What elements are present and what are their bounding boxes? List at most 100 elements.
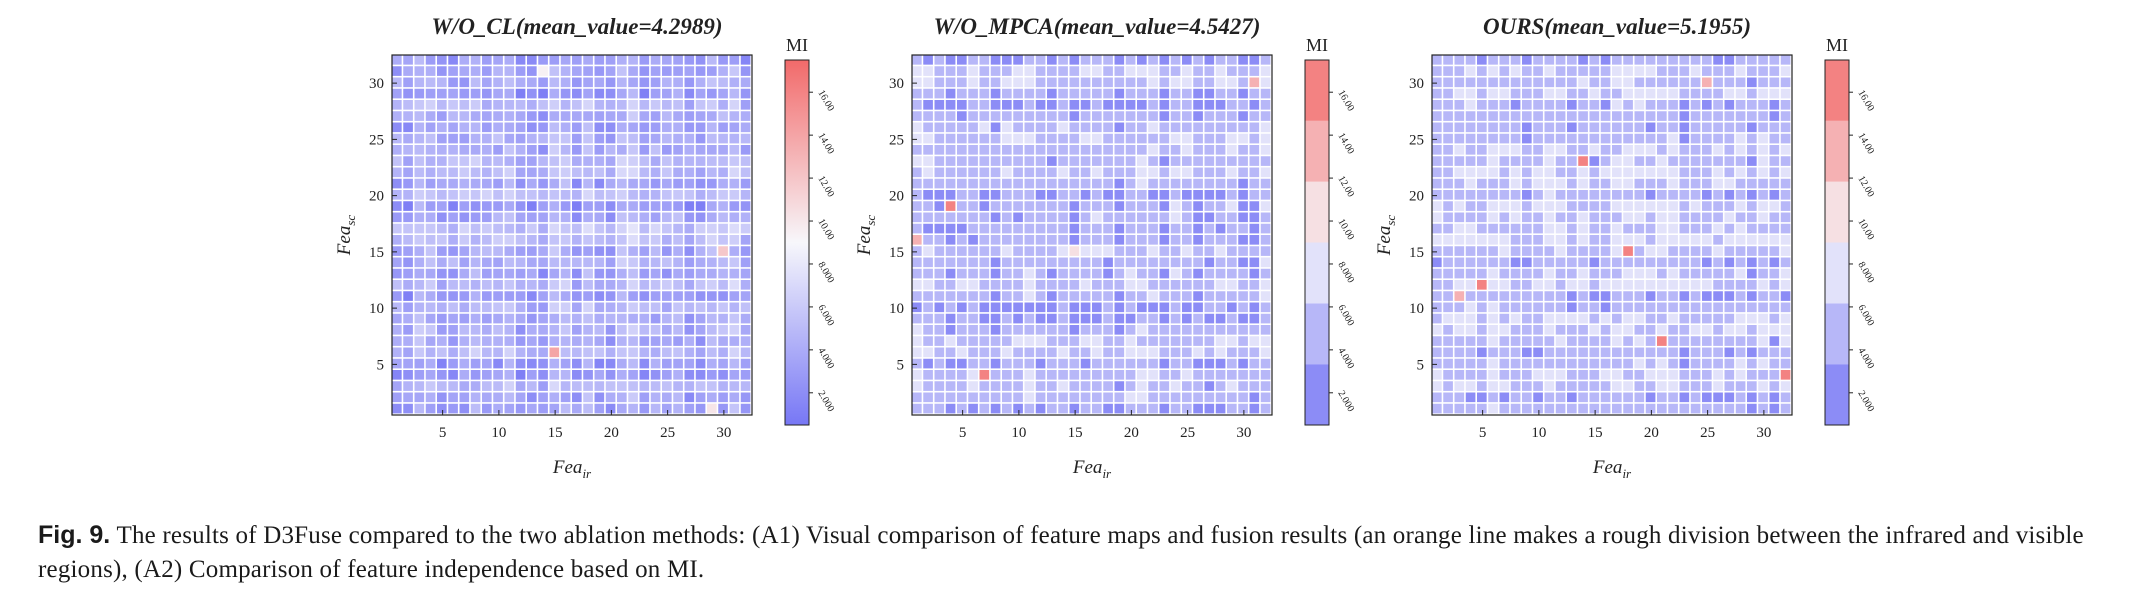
heatmap-cell [1544, 201, 1555, 211]
heatmap-cell [1092, 190, 1102, 200]
heatmap-cell [1510, 111, 1521, 121]
heatmap-cell [1578, 381, 1588, 391]
heatmap-cell [695, 268, 706, 279]
heatmap-cell [1769, 257, 1780, 268]
heatmap-cell [1510, 55, 1521, 65]
heatmap-cell [1193, 55, 1203, 65]
heatmap-cell [1238, 190, 1248, 200]
heatmap-cell [695, 347, 706, 358]
heatmap-cell [1013, 223, 1023, 234]
heatmap-cell [1103, 212, 1113, 223]
heatmap-cell [1780, 347, 1791, 358]
heatmap-cell [968, 178, 978, 189]
heatmap-cell [1159, 257, 1170, 268]
colorbar-segment [1825, 242, 1849, 304]
heatmap-cell [1702, 55, 1712, 65]
heatmap-cell [1159, 88, 1170, 99]
heatmap-cell [1159, 156, 1170, 166]
heatmap-cell [912, 77, 922, 88]
heatmap-cell [1567, 88, 1577, 99]
heatmap-cell [650, 223, 661, 234]
heatmap-cell [1002, 145, 1012, 155]
heatmap-cell [1769, 212, 1780, 223]
heatmap-cell [515, 156, 526, 166]
heatmap-cell [923, 100, 933, 110]
heatmap-cell [729, 111, 740, 121]
heatmap-cell [527, 381, 537, 391]
heatmap-cell [1013, 257, 1023, 268]
heatmap-cell [549, 190, 560, 200]
heatmap-cell [628, 246, 638, 256]
heatmap-cell [1612, 403, 1622, 414]
heatmap-cell [729, 55, 740, 65]
heatmap-cell [1690, 291, 1701, 301]
heatmap-cell [1488, 291, 1498, 301]
heatmap-cell [1600, 100, 1611, 110]
heatmap-cell [1047, 55, 1057, 65]
heatmap-cell [1260, 122, 1271, 133]
heatmap-cell [527, 291, 537, 301]
heatmap-cell [673, 156, 683, 166]
colorbar-tick-label: 4.000 [1855, 346, 1876, 371]
heatmap-cell [684, 280, 695, 290]
heatmap-cell [957, 381, 967, 391]
heatmap-cell [1477, 156, 1487, 166]
heatmap-cell [1612, 291, 1622, 301]
heatmap-cell [1092, 392, 1102, 403]
heatmap-cell [718, 133, 728, 144]
heatmap-cell [1567, 358, 1577, 369]
heatmap-cell [1612, 66, 1622, 76]
heatmap-cell [572, 313, 582, 324]
heatmap-cell [1193, 313, 1203, 324]
heatmap-cell [1567, 156, 1577, 166]
heatmap-cell [1170, 381, 1181, 391]
heatmap-cell [1193, 358, 1203, 369]
heatmap-cell [1013, 77, 1023, 88]
heatmap-cell [1657, 88, 1667, 99]
heatmap-cell [1589, 246, 1600, 256]
heatmap-cell [1477, 111, 1487, 121]
heatmap-cell [1668, 201, 1678, 211]
heatmap-cell [1544, 313, 1555, 324]
heatmap-cell [1454, 167, 1465, 178]
heatmap-cell [617, 55, 627, 65]
heatmap-cell [1702, 291, 1712, 301]
heatmap-cell [1612, 100, 1622, 110]
heatmap-cell [1747, 403, 1757, 414]
heatmap-cell [470, 100, 481, 110]
heatmap-cell [1769, 100, 1780, 110]
heatmap-cell [695, 370, 706, 380]
heatmap-cell [729, 100, 740, 110]
heatmap-cell [493, 246, 503, 256]
heatmap-cell [1170, 190, 1181, 200]
heatmap-cell [1080, 302, 1091, 313]
heatmap-cell [1069, 291, 1080, 301]
heatmap-cell [1724, 235, 1735, 245]
heatmap-cell [1002, 370, 1012, 380]
heatmap-cell [1544, 55, 1555, 65]
heatmap-cell [1114, 133, 1125, 144]
heatmap-cell [1432, 111, 1442, 121]
heatmap-cell [1780, 268, 1791, 279]
heatmap-cell [515, 167, 526, 178]
heatmap-cell [1114, 100, 1125, 110]
heatmap-cell [1148, 347, 1158, 358]
heatmap-cell [1657, 223, 1667, 234]
heatmap-cell [1780, 88, 1791, 99]
heatmap-cell [1488, 381, 1498, 391]
heatmap-cell [459, 88, 470, 99]
heatmap-cell [1533, 77, 1543, 88]
heatmap-cell [1679, 280, 1690, 290]
heatmap-cell [684, 167, 695, 178]
heatmap-cell [628, 201, 638, 211]
heatmap-cell [594, 122, 605, 133]
heatmap-cell [1634, 403, 1645, 414]
heatmap-cell [572, 111, 582, 121]
heatmap-cell [527, 223, 537, 234]
heatmap-cell [1645, 347, 1656, 358]
heatmap-cell [1600, 246, 1611, 256]
heatmap-cell [1103, 381, 1113, 391]
heatmap-cell [628, 358, 638, 369]
heatmap-cell [639, 257, 650, 268]
heatmap-cell [1578, 201, 1588, 211]
